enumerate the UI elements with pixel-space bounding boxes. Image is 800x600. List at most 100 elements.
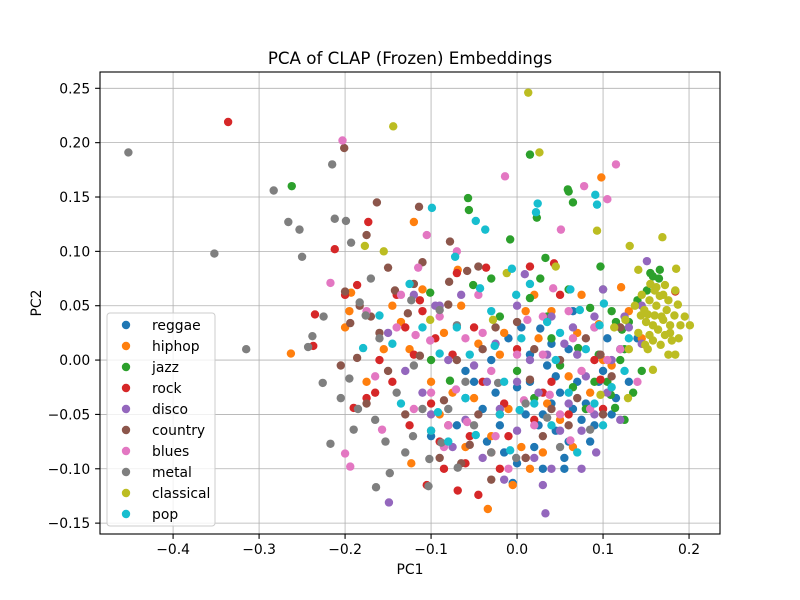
legend-marker-rock xyxy=(121,383,131,393)
point-disco xyxy=(525,355,535,365)
point-classical xyxy=(648,336,658,345)
point-disco xyxy=(520,269,529,279)
legend-marker-pop xyxy=(121,509,131,519)
point-jazz xyxy=(573,343,583,353)
point-metal xyxy=(303,342,313,352)
point-pop xyxy=(590,399,599,408)
point-metal xyxy=(353,404,363,414)
y-tick-label: −0.15 xyxy=(48,516,91,532)
y-tick-label: 0.05 xyxy=(59,299,90,315)
point-reggae xyxy=(452,421,462,430)
point-disco xyxy=(478,453,487,463)
point-disco xyxy=(499,475,509,484)
point-classical xyxy=(685,321,695,330)
point-jazz xyxy=(654,274,664,283)
point-disco xyxy=(383,328,393,338)
point-pop xyxy=(507,264,517,273)
point-jazz xyxy=(464,205,474,215)
point-pop xyxy=(595,321,604,330)
point-pop xyxy=(566,285,575,294)
point-blues xyxy=(396,290,406,300)
point-pop xyxy=(515,405,524,415)
point-blues xyxy=(426,388,436,397)
point-metal xyxy=(418,404,427,414)
point-jazz xyxy=(525,293,535,303)
point-blues xyxy=(491,431,500,441)
point-classical xyxy=(645,296,654,305)
legend-marker-classical xyxy=(121,488,131,498)
point-country xyxy=(336,361,345,370)
point-blues xyxy=(451,385,461,394)
point-metal xyxy=(435,305,444,315)
point-metal xyxy=(425,454,434,464)
point-jazz xyxy=(568,198,578,207)
legend-marker-hiphop xyxy=(121,341,131,351)
point-blues xyxy=(579,181,589,191)
point-country xyxy=(530,345,539,354)
point-hiphop xyxy=(362,377,371,387)
point-blues xyxy=(422,230,431,240)
point-pop xyxy=(396,399,406,408)
point-disco xyxy=(534,388,543,397)
point-rock xyxy=(370,388,380,397)
legend-label-reggae: reggae xyxy=(152,318,201,334)
point-hiphop xyxy=(564,372,573,381)
point-metal xyxy=(341,216,351,226)
point-pop xyxy=(358,343,368,353)
x-tick-label: −0.2 xyxy=(328,542,362,558)
series-classical xyxy=(360,88,695,403)
legend-marker-metal xyxy=(121,467,131,477)
point-blues xyxy=(392,323,401,332)
point-rock xyxy=(504,431,513,441)
x-tick-label: 0.1 xyxy=(592,542,614,558)
point-classical xyxy=(624,345,634,354)
point-pop xyxy=(530,399,539,408)
point-disco xyxy=(530,453,539,463)
point-jazz xyxy=(610,403,620,413)
point-metal xyxy=(308,331,317,341)
point-pop xyxy=(461,393,470,403)
point-disco xyxy=(624,323,634,332)
point-country xyxy=(462,266,472,276)
point-country xyxy=(346,318,355,328)
point-hiphop xyxy=(483,504,493,514)
point-metal xyxy=(392,388,401,397)
legend-marker-blues xyxy=(121,446,131,456)
point-pop xyxy=(512,290,521,300)
point-metal xyxy=(319,312,328,321)
point-blues xyxy=(538,350,548,359)
point-disco xyxy=(512,426,522,435)
point-hiphop xyxy=(456,301,466,310)
point-jazz xyxy=(463,193,473,203)
point-metal xyxy=(424,481,433,491)
legend-label-pop: pop xyxy=(152,507,178,523)
point-jazz xyxy=(426,355,436,365)
point-metal xyxy=(461,377,470,387)
point-jazz xyxy=(646,268,655,278)
point-country xyxy=(616,323,625,332)
point-blues xyxy=(370,372,380,381)
point-classical xyxy=(660,280,670,290)
point-country xyxy=(538,431,548,441)
point-metal xyxy=(370,415,380,425)
point-metal xyxy=(318,378,327,388)
point-hiphop xyxy=(538,448,548,457)
point-hiphop xyxy=(345,306,354,316)
point-rock xyxy=(495,464,505,473)
point-hiphop xyxy=(616,283,626,292)
point-reggae xyxy=(530,442,539,452)
x-tick-label: −0.1 xyxy=(414,542,448,558)
point-blues xyxy=(545,390,554,400)
point-reggae xyxy=(521,410,530,419)
point-reggae xyxy=(491,388,500,397)
point-country xyxy=(491,323,500,332)
point-classical xyxy=(670,311,679,320)
point-rock xyxy=(388,377,397,387)
point-classical xyxy=(596,390,605,400)
axis-ticks: −0.4 −0.3 −0.2 −0.1 0.0 0.1 0.2 0.25 0.20 0.15 0.1… xyxy=(48,81,700,558)
y-axis-label: PC2 xyxy=(29,290,45,317)
point-classical xyxy=(671,350,680,359)
point-disco xyxy=(573,350,582,359)
point-metal xyxy=(407,296,416,305)
point-rock xyxy=(555,290,565,300)
